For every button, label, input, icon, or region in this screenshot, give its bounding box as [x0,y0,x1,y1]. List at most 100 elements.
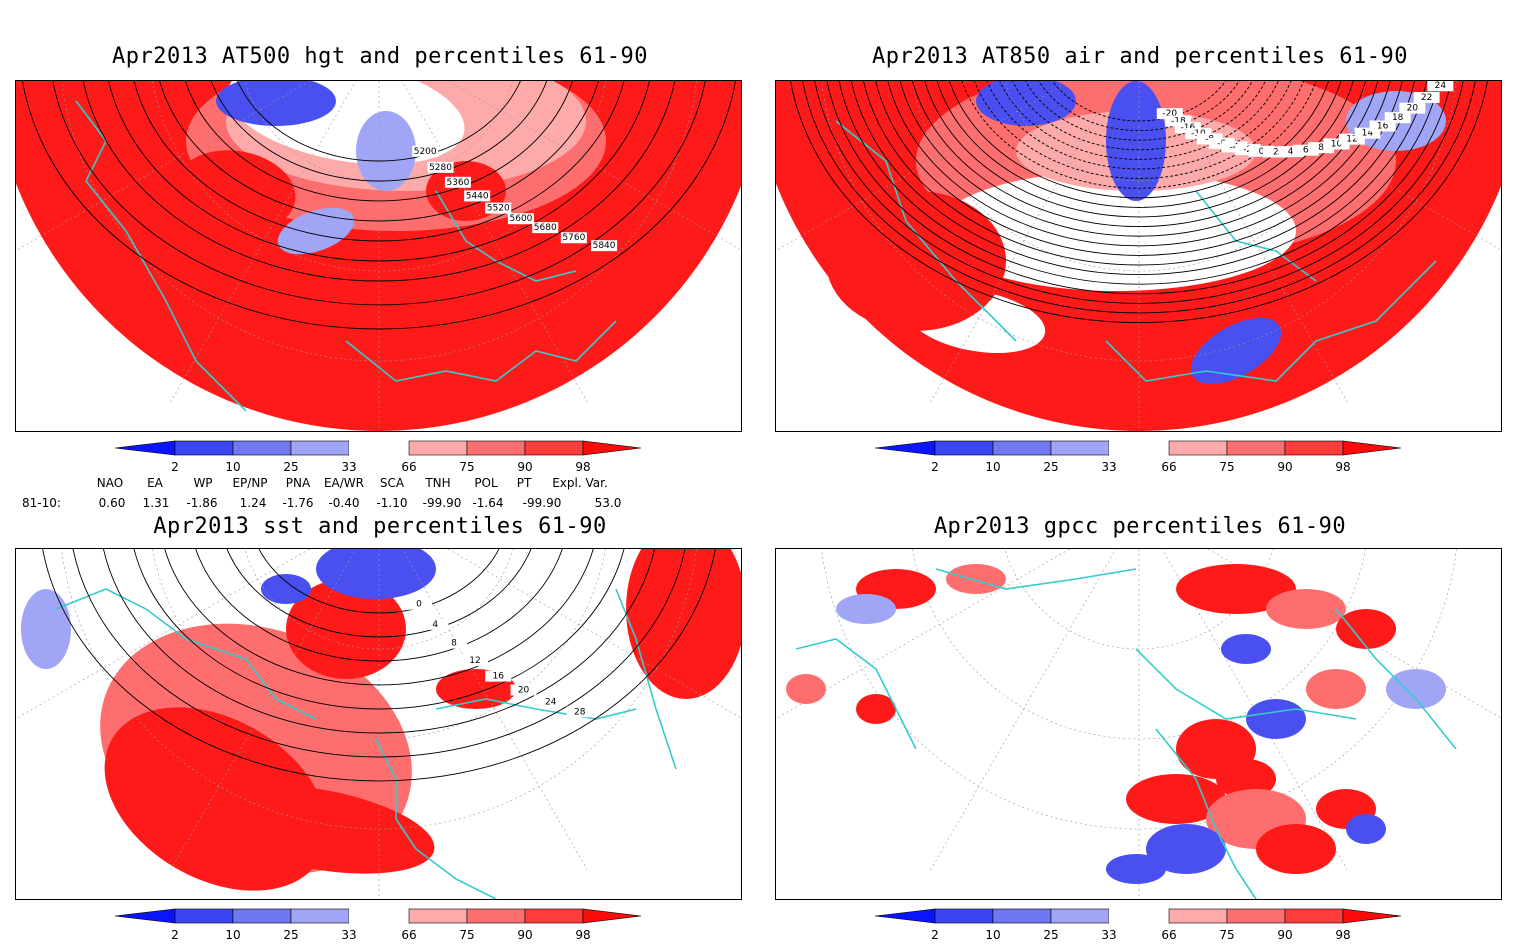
map-gpcc [775,548,1502,900]
anomaly-patch [1246,699,1306,739]
contour-label: 24 [545,697,557,707]
colorbar-swatch [1226,440,1286,456]
index-header: SCA [379,476,405,490]
colorbar-swatch [1050,440,1110,456]
contour-label: 2 [1273,147,1279,157]
contour-label: 5360 [446,178,469,188]
contour-label: 22 [1421,93,1432,103]
index-value: 1.24 [239,496,267,510]
colorbar-swatch [1168,908,1228,924]
contour-lines: -20-18-16-10-8-6-4-202468101214161820222… [790,81,1488,323]
colorbar-swatch [349,441,409,455]
colorbar-tick-label: 75 [1219,460,1235,474]
contour-label: 6 [1303,146,1309,156]
index-value: -1.76 [282,496,314,510]
colorbar-sst: 2 10 25 33 66 75 90 98 [115,906,645,946]
colorbar-swatch [1050,908,1110,924]
anomaly-patch [1386,669,1446,709]
contour-label: 5280 [429,163,452,173]
coastline [1105,260,1437,382]
contour-label: 28 [574,707,586,717]
colorbar-tick-label: 25 [283,460,299,474]
colorbar-swatch [174,908,234,924]
anomaly-patch [197,784,435,874]
coastline [345,320,617,382]
contour-label: 0 [1259,147,1265,157]
map-sst: 0 4 8 12 16 20 24 28 [15,548,742,900]
colorbar-tick-label: 33 [341,460,357,474]
coastline [375,738,497,899]
anomaly-patch [826,191,1006,331]
anomaly-patch [856,694,896,724]
anomaly-patch [286,579,406,679]
anomaly-patch [1216,759,1276,799]
colorbar-swatch [1168,440,1228,456]
anomaly-patch [1346,814,1386,844]
colorbar-tick-label: 98 [575,928,591,942]
anomaly-patch [626,549,741,699]
colorbar-swatch [1109,441,1169,455]
contour-label: 20 [1407,104,1419,114]
colorbar-swatch [466,908,526,924]
colorbar-swatch [524,440,584,456]
index-value: 0.60 [98,496,126,510]
contour-label: 8 [1318,143,1324,153]
anomaly-patch [277,207,355,255]
coastline [435,190,577,282]
index-value: -1.10 [376,496,408,510]
colorbar-hgt500: 2 10 25 33 66 75 90 98 [115,438,645,478]
colorbar-swatch [1284,440,1344,456]
colorbar-tick-label: 98 [1335,460,1351,474]
index-value: -99.90 [522,496,562,510]
contour-label: -4 [1230,142,1239,152]
index-header: EA [147,476,163,490]
anomaly-patch [1106,854,1166,884]
colorbar-tick-label: 33 [341,928,357,942]
colorbar-tick-label: 66 [401,460,417,474]
colorbar-swatch [992,440,1052,456]
indices-value-row: 81-10: 0.60 1.31 -1.86 1.24 -1.76 -0.40 -1.10-… [0,496,760,512]
colorbar-arrow-low [115,908,176,924]
anomaly-patch [261,574,311,604]
anomaly-patch [976,81,1076,126]
panel-title-gpcc: Apr2013 gpcc percentiles 61-90 [933,514,1347,539]
coastline [835,120,1017,342]
anomaly-patch [216,81,336,126]
contour-label: 5520 [487,204,510,214]
colorbar-tick-label: 98 [1335,928,1351,942]
anomaly-patch [1106,81,1166,201]
panel-title-hgt500: Apr2013 AT500 hgt and percentiles 61-90 [111,44,649,69]
colorbar-swatch [290,440,350,456]
colorbar-tick-label: 98 [575,460,591,474]
anomaly-patch [1306,669,1366,709]
contour-label: 10 [1331,139,1343,149]
colorbar-swatch [349,909,409,923]
colorbar-tick-label: 66 [1161,928,1177,942]
map-air850-canvas: -20-18-16-10-8-6-4-202468101214161820222… [776,81,1501,431]
contour-label: 14 [1362,129,1374,139]
contour-label: -20 [1162,109,1177,119]
indices-row-label: 81-10: [22,496,61,510]
colorbar-tick-label: 2 [931,460,939,474]
contour-label: 16 [493,672,505,682]
colorbar-tick-label: 25 [1043,460,1059,474]
index-header: PNA [285,476,311,490]
contour-label: 16 [1377,122,1389,132]
contour-lines: 04 8 12 16 20 24 28 [42,549,716,782]
colorbar-tick-label: 10 [225,460,241,474]
anomaly-patch [1266,589,1346,629]
colorbar-tick-label: 33 [1101,460,1117,474]
index-value: -1.64 [472,496,504,510]
anomaly-patch [1176,564,1296,614]
colorbar-tick-label: 66 [1161,460,1177,474]
colorbar-swatch [408,440,468,456]
contour-label: 4 [1288,147,1294,157]
index-header: PT [516,476,532,490]
colorbar-tick-label: 2 [171,928,179,942]
index-header: TNH [425,476,451,490]
anomaly-patch [316,549,436,599]
index-value: 1.31 [142,496,170,510]
contour-label: 20 [518,685,530,695]
colorbar-swatch [466,440,526,456]
colorbar-tick-label: 10 [985,460,1001,474]
